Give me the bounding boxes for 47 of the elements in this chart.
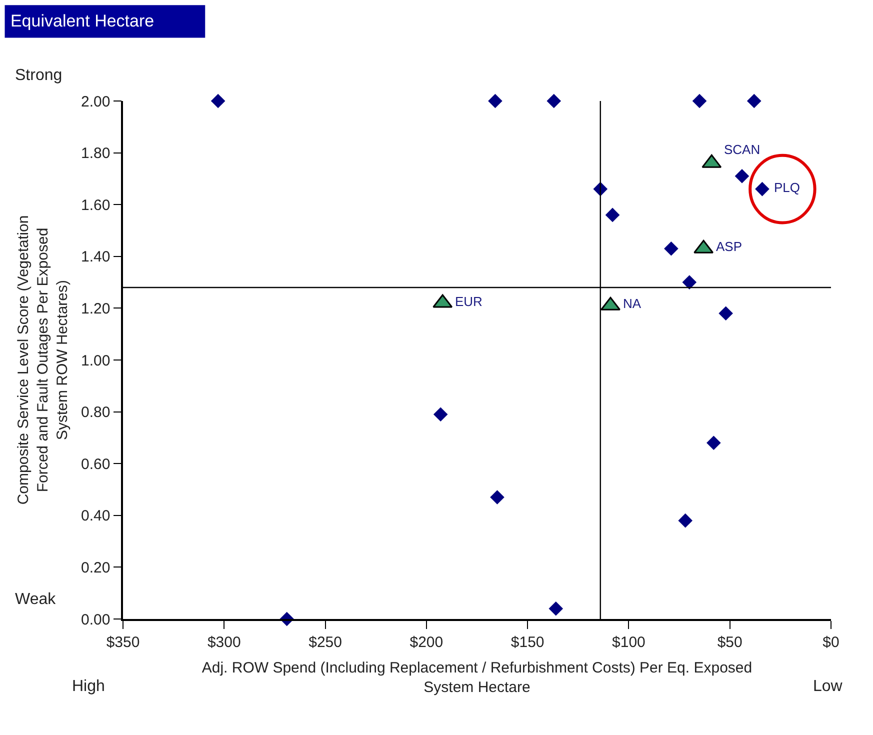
y-axis-title: Composite Service Level Score (Vegetation Forced and Fault Outages Per Exposed System ROW Hectares): [14, 215, 71, 505]
point: [746, 94, 762, 108]
y-tick-label: 1.00: [81, 352, 110, 370]
y-tick-label: 0.40: [81, 508, 110, 525]
point: [605, 208, 620, 222]
x-tick-label: $250: [308, 634, 342, 651]
point: [433, 407, 448, 422]
annotation: ASP: [716, 239, 742, 254]
x-tick-label: $200: [410, 634, 444, 651]
point: [210, 94, 226, 108]
annotation: PLQ: [774, 180, 800, 195]
y-tick-label: 0.00: [81, 611, 110, 628]
y-tick-label: 1.60: [81, 196, 110, 214]
x-tick-label: $50: [717, 634, 742, 651]
point: [706, 436, 721, 450]
point: [734, 168, 750, 184]
point: [548, 601, 564, 616]
y-tick-label: 1.40: [81, 248, 110, 266]
point: [692, 94, 707, 108]
annotation: NA: [623, 296, 642, 311]
text: Low: [813, 678, 843, 695]
point: [490, 490, 504, 504]
annotation: EUR: [455, 294, 482, 309]
x-tick-label: $0: [822, 634, 840, 651]
point: [488, 94, 502, 108]
x-axis-title: Adj. ROW Spend (Including Replacement / Refurbishment Costs) Per Eq. Exposed System Hectare: [202, 659, 752, 696]
y-tick-label: 2.00: [81, 93, 110, 110]
y-tick-label: 0.60: [81, 456, 110, 473]
chart-title: Equivalent Hectare: [10, 12, 154, 31]
x-tick-label: $300: [207, 634, 241, 651]
point: [682, 275, 697, 290]
x-tick-label: $150: [510, 634, 544, 651]
point: [718, 306, 733, 321]
text: Strong: [15, 67, 62, 84]
point: [664, 241, 678, 256]
y-tick-label: 0.20: [81, 559, 110, 576]
y-tick-label: 1.20: [81, 300, 110, 318]
text: Weak: [15, 591, 57, 608]
point: [678, 513, 692, 528]
point: [755, 182, 770, 196]
x-tick-label: $100: [612, 634, 646, 651]
x-tick-label: $350: [106, 634, 140, 651]
point: [546, 94, 562, 108]
annotation: SCAN: [724, 142, 760, 157]
text: High: [72, 678, 105, 695]
y-tick-label: 0.80: [81, 404, 110, 422]
y-tick-label: 1.80: [81, 145, 110, 162]
